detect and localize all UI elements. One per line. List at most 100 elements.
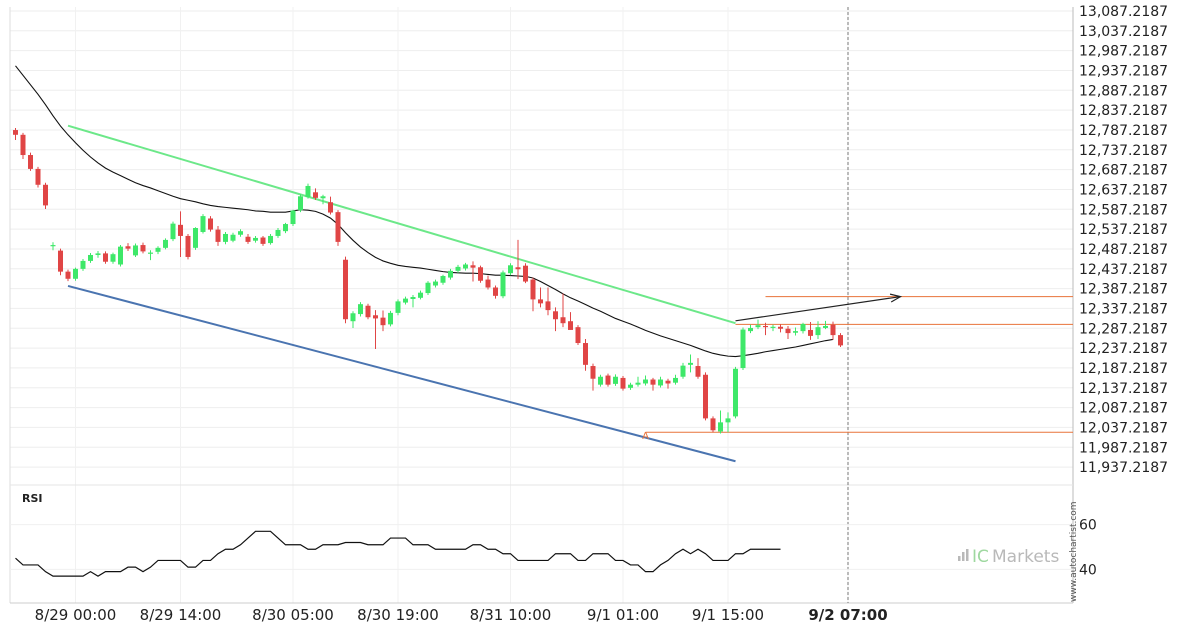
candle <box>313 188 318 200</box>
candle <box>800 322 806 334</box>
candle-body <box>598 376 603 385</box>
candle <box>410 295 416 308</box>
price-tick-label: 12,887.2187 <box>1079 83 1168 99</box>
candle-body <box>103 253 108 262</box>
candle <box>320 194 326 205</box>
candle <box>650 377 656 391</box>
candle-body <box>538 299 543 304</box>
candle-body <box>110 254 116 262</box>
candles <box>13 128 843 434</box>
moving-average-line <box>15 65 834 358</box>
candle-body <box>260 237 266 244</box>
price-tick-label: 12,937.2187 <box>1079 63 1168 79</box>
candle-body <box>658 379 663 386</box>
candle-body <box>485 279 491 288</box>
candle-body <box>380 317 386 326</box>
candle-body <box>395 301 401 313</box>
candle <box>695 358 701 379</box>
candle-body <box>125 246 131 249</box>
projection-arrow-line <box>735 296 901 322</box>
candle-body <box>493 287 498 296</box>
candle-body <box>305 185 311 198</box>
candle <box>380 310 386 332</box>
candle-body <box>770 326 776 328</box>
candle-body <box>223 233 228 242</box>
candle <box>388 310 393 327</box>
brand-icon-bar <box>962 552 965 561</box>
candle-body <box>785 328 791 334</box>
price-tick-label: 12,587.2187 <box>1079 202 1168 218</box>
candle-body <box>88 254 93 261</box>
candle <box>245 233 251 244</box>
price-tick-label: 12,987.2187 <box>1079 44 1168 60</box>
candle <box>350 311 356 328</box>
candle-body <box>73 268 78 279</box>
candle-body <box>373 315 378 319</box>
candle <box>178 211 183 257</box>
brand-icon <box>958 549 969 561</box>
candle <box>628 382 633 390</box>
candle <box>28 152 33 171</box>
price-tick-label: 12,487.2187 <box>1079 242 1168 258</box>
candle <box>13 128 18 140</box>
candle-body <box>298 196 303 211</box>
candle-body <box>815 327 821 336</box>
candle-body <box>343 259 348 320</box>
candle-body <box>410 297 416 300</box>
candle-body <box>425 282 431 294</box>
time-tick-label: 8/31 10:00 <box>470 606 552 624</box>
candle <box>133 243 138 257</box>
channel-lines <box>67 124 903 463</box>
time-tick-label: 9/1 15:00 <box>692 606 764 624</box>
candle <box>65 269 71 282</box>
candle-body <box>20 134 26 156</box>
price-tick-label: 13,087.2187 <box>1079 4 1168 20</box>
candle <box>808 322 813 340</box>
brand-prefix: IC <box>972 547 989 567</box>
candle <box>508 263 513 276</box>
candle-body <box>28 155 33 169</box>
time-tick-label: 9/2 07:00 <box>808 606 887 624</box>
candle-body <box>830 324 836 336</box>
candle-body <box>283 224 288 232</box>
candle <box>125 243 131 252</box>
candle-body <box>823 325 828 328</box>
price-tick-label: 12,537.2187 <box>1079 222 1168 238</box>
candle <box>373 310 378 349</box>
price-tick-label: 12,237.2187 <box>1079 341 1168 357</box>
candle-body <box>268 235 273 244</box>
candle-body <box>80 260 86 269</box>
candle-body <box>133 245 138 256</box>
candle-body <box>50 245 56 247</box>
price-tick-label: 12,387.2187 <box>1079 282 1168 298</box>
candle-body <box>688 362 693 365</box>
brand-icon-bar <box>958 556 961 561</box>
candle <box>440 274 446 285</box>
brand-icon-bar <box>966 549 969 561</box>
candle-body <box>590 366 596 379</box>
candle <box>335 210 341 246</box>
candle-body <box>778 326 783 329</box>
candle-body <box>365 305 371 318</box>
candle <box>673 374 678 385</box>
candle <box>590 363 596 391</box>
candle-body <box>230 234 236 241</box>
candle-body <box>808 329 813 336</box>
candle <box>680 362 686 379</box>
candle <box>658 376 663 388</box>
candle <box>170 221 176 242</box>
candle-body <box>418 292 423 298</box>
candle <box>328 196 333 215</box>
price-tick-label: 12,637.2187 <box>1079 182 1168 198</box>
candle <box>73 267 78 281</box>
candle-body <box>170 223 176 240</box>
candle-body <box>245 236 251 242</box>
price-tick-label: 12,787.2187 <box>1079 123 1168 139</box>
candle <box>568 312 573 330</box>
candle-body <box>613 376 618 384</box>
candle <box>448 268 453 280</box>
candle <box>208 216 213 232</box>
candle-body <box>530 279 536 300</box>
candle <box>455 264 461 273</box>
candle <box>838 333 843 347</box>
